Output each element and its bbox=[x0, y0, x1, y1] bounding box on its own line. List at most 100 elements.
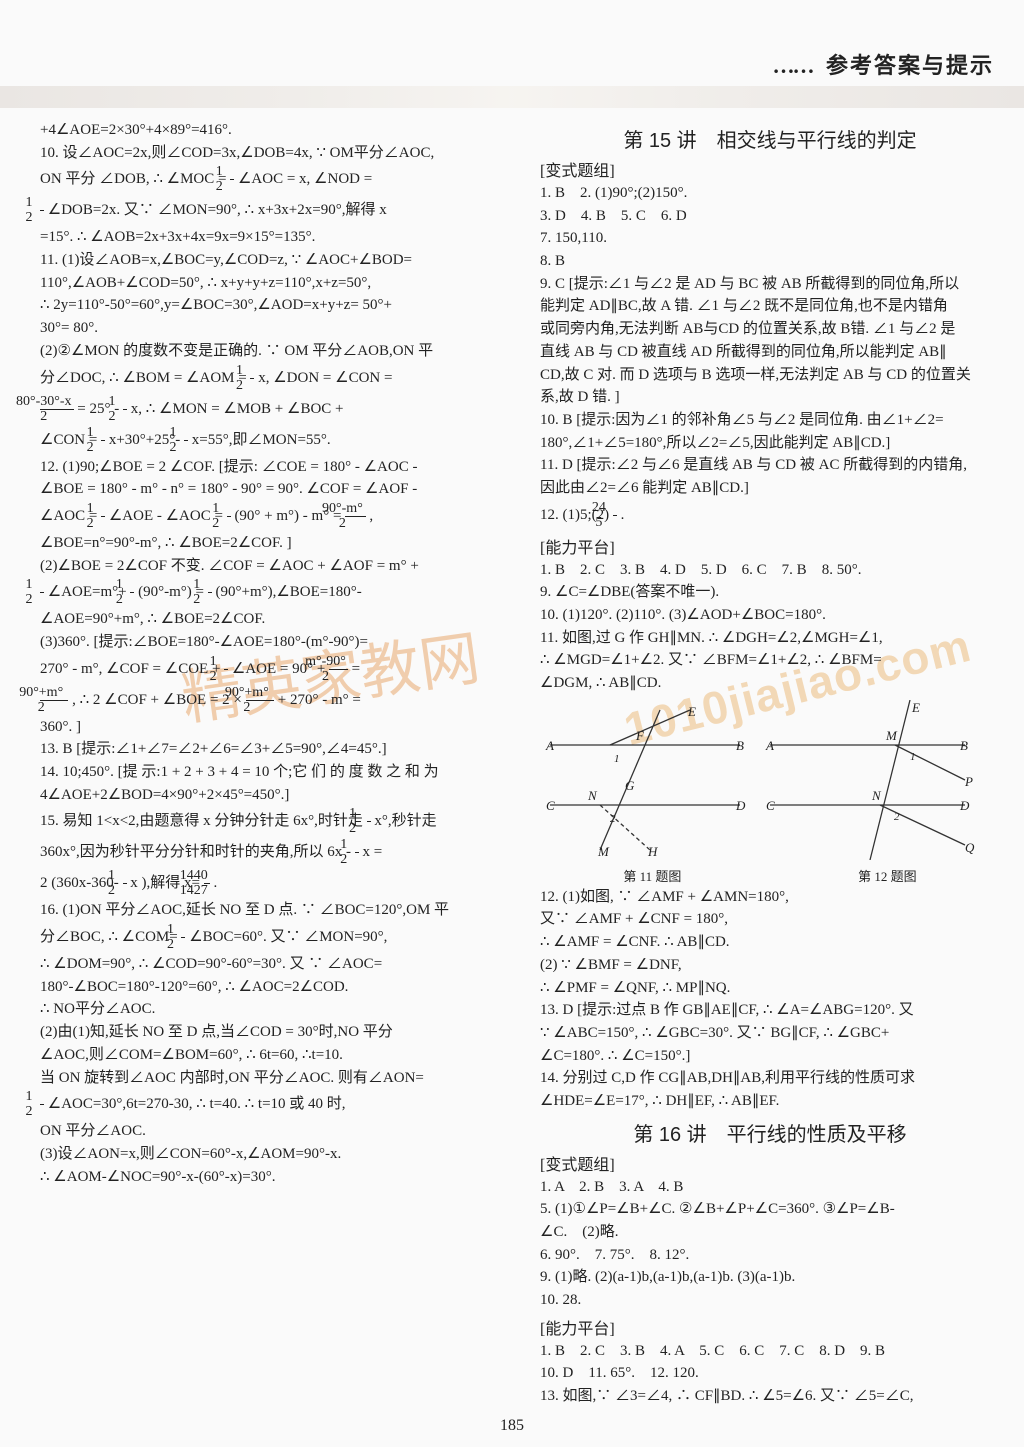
line: 系,故 D 错. ] bbox=[540, 387, 1000, 408]
svg-text:P: P bbox=[964, 774, 973, 789]
svg-text:N: N bbox=[871, 788, 882, 803]
svg-text:A: A bbox=[765, 738, 774, 753]
line: ∠AOE=90°+m°, ∴ ∠BOE=2∠COF. bbox=[40, 609, 500, 630]
line: 10. B [提示:因为∠1 的邻补角∠5 与∠2 是同位角. 由∠1+∠2= bbox=[540, 410, 1000, 431]
frac-half: 12 bbox=[40, 578, 44, 607]
line: ON 平分 ∠DOB, ∴ ∠MOC = 12 ∠AOC = x, ∠NOD = bbox=[40, 165, 500, 194]
subhead-nlpt: [能力平台] bbox=[540, 534, 1000, 558]
line: 4∠AOE+2∠BOD=4×90°+2×45°=450°.] bbox=[40, 785, 500, 806]
caption-q12: 第 12 题图 bbox=[858, 866, 917, 885]
svg-text:B: B bbox=[960, 738, 968, 753]
line: 12. (1)如图, ∵ ∠AMF + ∠AMN=180°, bbox=[540, 887, 1000, 908]
line: (3)设∠AON=x,则∠CON=60°-x,∠AOM=90°-x. bbox=[40, 1144, 500, 1165]
line: (2)∠BOE = 2∠COF 不变. ∠COF = ∠AOC + ∠AOF =… bbox=[40, 556, 500, 577]
diagram-q11: A B C D E F G H M N 2 1 bbox=[540, 700, 750, 860]
line: ∠AOC,则∠COM=∠BOM=60°, ∴ 6t=60, ∴t=10. bbox=[40, 1045, 500, 1066]
line: ∠C. (2)略. bbox=[540, 1222, 1000, 1243]
line: 11. (1)设∠AOB=x,∠BOC=y,∠COD=z, ∵ ∠AOC+∠BO… bbox=[40, 250, 500, 271]
line: 1. B 2. C 3. B 4. D 5. D 6. C 7. B 8. 50… bbox=[540, 560, 1000, 581]
line: ∵ ∠ABC=150°, ∴ ∠GBC=30°. 又∵ BG∥CF, ∴ ∠GB… bbox=[540, 1023, 1000, 1044]
svg-text:E: E bbox=[911, 700, 920, 715]
diagram-captions: 第 11 题图 第 12 题图 bbox=[540, 866, 1000, 885]
line: 9. (1)略. (2)(a-1)b,(a-1)b,(a-1)b. (3)(a-… bbox=[540, 1267, 1000, 1288]
line: 当 ON 旋转到∠AOC 内部时,ON 平分∠AOC. 则有∠AON= bbox=[40, 1068, 500, 1089]
left-column: +4∠AOE=2×30°+4×89°=416°. 10. 设∠AOC=2x,则∠… bbox=[40, 18, 520, 1447]
frac-half: 12 bbox=[101, 426, 105, 455]
frac-expr: 90°-m°2 bbox=[345, 502, 365, 531]
svg-text:Q: Q bbox=[965, 840, 975, 855]
line: ∠AOC = 12 ∠AOE - ∠AOC = 12 (90° + m°) - … bbox=[40, 502, 500, 531]
frac-half: 12 bbox=[123, 395, 127, 424]
line: =15°. ∴ ∠AOB=2x+3x+4x=9x=9×15°=135°. bbox=[40, 227, 500, 248]
subhead-nlpt2: [能力平台] bbox=[540, 1315, 1000, 1339]
subhead-bsg: [变式题组] bbox=[540, 157, 1000, 181]
line: 1. B 2. (1)90°;(2)150°. bbox=[540, 183, 1000, 204]
line: 1. B 2. C 3. B 4. A 5. C 6. C 7. C 8. D … bbox=[540, 1341, 1000, 1362]
line: ∠C=180°. ∴ ∠C=150°.] bbox=[540, 1046, 1000, 1067]
section-16-title: 第 16 讲 平行线的性质及平移 bbox=[540, 1118, 1000, 1147]
frac-expr: 14401427 bbox=[204, 869, 210, 898]
frac-half: 12 bbox=[184, 426, 188, 455]
svg-text:C: C bbox=[766, 798, 775, 813]
line: 5. (1)①∠P=∠B+∠C. ②∠B+∠P+∠C=360°. ③∠P=∠B- bbox=[540, 1199, 1000, 1220]
svg-text:1: 1 bbox=[614, 753, 620, 765]
line: 因此由∠2=∠6 能判定 AB∥CD.] bbox=[540, 478, 1000, 499]
svg-text:F: F bbox=[635, 728, 645, 743]
frac-half: 12 bbox=[230, 165, 234, 194]
line: 9. ∠C=∠DBE(答案不唯一). bbox=[540, 582, 1000, 603]
line: 360°. ] bbox=[40, 717, 500, 738]
svg-text:D: D bbox=[959, 798, 970, 813]
frac-expr: m°-90°2 bbox=[329, 655, 348, 684]
line: 12 ∠AOC=30°,6t=270-30, ∴ t=40. ∴ t=10 或 … bbox=[40, 1090, 500, 1119]
line: ∴ ∠AOM-∠NOC=90°-x-(60°-x)=30°. bbox=[40, 1167, 500, 1188]
svg-text:1: 1 bbox=[910, 751, 916, 763]
frac-half: 12 bbox=[224, 655, 228, 684]
line: 12 ∠DOB=2x. 又∵ ∠MON=90°, ∴ x+3x+2x=90°,解… bbox=[40, 196, 500, 225]
frac-half: 12 bbox=[355, 838, 359, 867]
line: 7. 150,110. bbox=[540, 228, 1000, 249]
line: 分∠BOC, ∴ ∠COM= 12 ∠BOC=60°. 又∵ ∠MON=90°, bbox=[40, 923, 500, 952]
line: 13. B [提示:∠1+∠7=∠2+∠6=∠3+∠5=90°,∠4=45°.] bbox=[40, 739, 500, 760]
line: ∴ NO平分∠AOC. bbox=[40, 999, 500, 1020]
svg-text:2: 2 bbox=[610, 813, 616, 825]
line: 直线 AB 与 CD 被直线 AD 所截得到的同位角,所以能判定 AB∥ bbox=[540, 342, 1000, 363]
line: +4∠AOE=2×30°+4×89°=416°. bbox=[40, 120, 500, 141]
line: ∠CON = 12 x+30°+25°- 12 x=55°,即∠MON=55°. bbox=[40, 426, 500, 455]
line: 13. D [提示:过点 B 作 GB∥AE∥CF, ∴ ∠A=∠ABG=120… bbox=[540, 1000, 1000, 1021]
line: 90°+m°2 , ∴ 2 ∠COF + ∠BOE = 2 × 90°+m°2 … bbox=[40, 686, 500, 715]
svg-text:D: D bbox=[735, 798, 746, 813]
line: (2)由(1)知,延长 NO 至 D 点,当∠COD = 30°时,NO 平分 bbox=[40, 1022, 500, 1043]
frac-half: 12 bbox=[130, 578, 134, 607]
line: 3. D 4. B 5. C 6. D bbox=[540, 206, 1000, 227]
line: 11. D [提示:∠2 与∠6 是直线 AB 与 CD 被 AC 所截得到的内… bbox=[540, 455, 1000, 476]
line: 10. 设∠AOC=2x,则∠COD=3x,∠DOB=4x, ∵ OM平分∠AO… bbox=[40, 143, 500, 164]
line: 11. 如图,过 G 作 GH∥MN. ∴ ∠DGH=∠2,∠MGH=∠1, bbox=[540, 628, 1000, 649]
frac-expr: 80°-30°-x2 bbox=[40, 395, 74, 424]
svg-text:A: A bbox=[545, 738, 554, 753]
line: (2)②∠MON 的度数不变是正确的. ∵ OM 平分∠AOB,ON 平 bbox=[40, 341, 500, 362]
frac-half: 12 bbox=[367, 807, 371, 836]
line: 180°-∠BOC=180°-120°=60°, ∴ ∠AOC=2∠COD. bbox=[40, 977, 500, 998]
line: 又∵ ∠AMF + ∠CNF = 180°, bbox=[540, 909, 1000, 930]
frac-half: 12 bbox=[250, 364, 254, 393]
line: 分∠DOC, ∴ ∠BOM = ∠AOM = 12 x, ∠DON = ∠CON… bbox=[40, 364, 500, 393]
line: 能判定 AD∥BC,故 A 错. ∠1 与∠2 既不是同位角,也不是内错角 bbox=[540, 296, 1000, 317]
line: 12. (1)5;(2) 245 . bbox=[540, 501, 1000, 530]
line: 10. 28. bbox=[540, 1290, 1000, 1311]
line: 12. (1)90;∠BOE = 2 ∠COF. [提示: ∠COE = 180… bbox=[40, 457, 500, 478]
line: ∠DGM, ∴ AB∥CD. bbox=[540, 673, 1000, 694]
line: ∠HDE=∠E=17°, ∴ DH∥EF, ∴ AB∥EF. bbox=[540, 1091, 1000, 1112]
line: (3)360°. [提示:∠BOE=180°-∠AOE=180°-(m°-90°… bbox=[40, 632, 500, 653]
line: ∠BOE=n°=90°-m°, ∴ ∠BOE=2∠COF. ] bbox=[40, 533, 500, 554]
svg-text:B: B bbox=[736, 738, 744, 753]
subhead-bsg2: [变式题组] bbox=[540, 1151, 1000, 1175]
frac-half: 12 bbox=[101, 502, 105, 531]
frac-half: 12 bbox=[227, 502, 231, 531]
line: CD,故 C 对. 而 D 选项与 B 选项一样,无法判定 AB 与 CD 的位… bbox=[540, 365, 1000, 386]
svg-text:H: H bbox=[647, 844, 658, 859]
line: ∴ ∠MGD=∠1+∠2. 又∵ ∠BFM=∠1+∠2, ∴ ∠BFM= bbox=[540, 650, 1000, 671]
svg-text:C: C bbox=[546, 798, 555, 813]
line: 8. B bbox=[540, 251, 1000, 272]
svg-text:2: 2 bbox=[894, 811, 900, 823]
line: 15. 易知 1<x<2,由题意得 x 分钟分针走 6x°,时针走 12 x°,… bbox=[40, 807, 500, 836]
